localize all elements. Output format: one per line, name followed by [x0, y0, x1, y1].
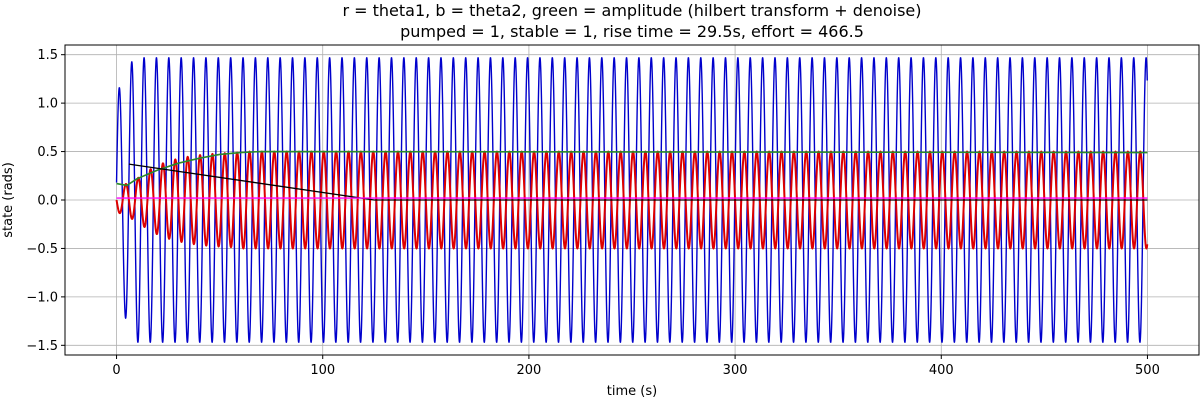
- y-tick-label: −0.5: [26, 242, 58, 257]
- chart-subtitle: pumped = 1, stable = 1, rise time = 29.5…: [400, 22, 864, 41]
- control-line: [128, 163, 1148, 201]
- plot-area: [115, 57, 1149, 343]
- x-tick-label: 500: [1135, 363, 1160, 378]
- theta1-line: [115, 150, 1149, 250]
- x-tick-label: 200: [516, 363, 541, 378]
- x-tick-label: 100: [310, 363, 335, 378]
- y-axis-label: state (rads): [1, 162, 16, 238]
- amplitude-line: [116, 150, 1148, 187]
- chart-title: r = theta1, b = theta2, green = amplitud…: [342, 1, 921, 20]
- y-tick-label: −1.5: [26, 339, 58, 354]
- y-tick-label: 1.0: [37, 97, 58, 112]
- x-tick-label: 300: [723, 363, 748, 378]
- y-tick-label: 1.5: [37, 48, 58, 63]
- x-axis-label: time (s): [607, 384, 657, 399]
- x-tick-label: 400: [929, 363, 954, 378]
- y-tick-label: 0.0: [37, 194, 58, 209]
- y-tick-label: 0.5: [37, 145, 58, 160]
- plot-frame: [64, 44, 1200, 356]
- y-tick-label: −1.0: [26, 290, 58, 305]
- axis-ticks: 0 100 200 300 400 500 −1.5 −1.0 −0.5 0.0 0.5 1.0 1.5: [26, 48, 1159, 378]
- theta2-line: [115, 57, 1148, 343]
- x-tick-label: 0: [112, 363, 120, 378]
